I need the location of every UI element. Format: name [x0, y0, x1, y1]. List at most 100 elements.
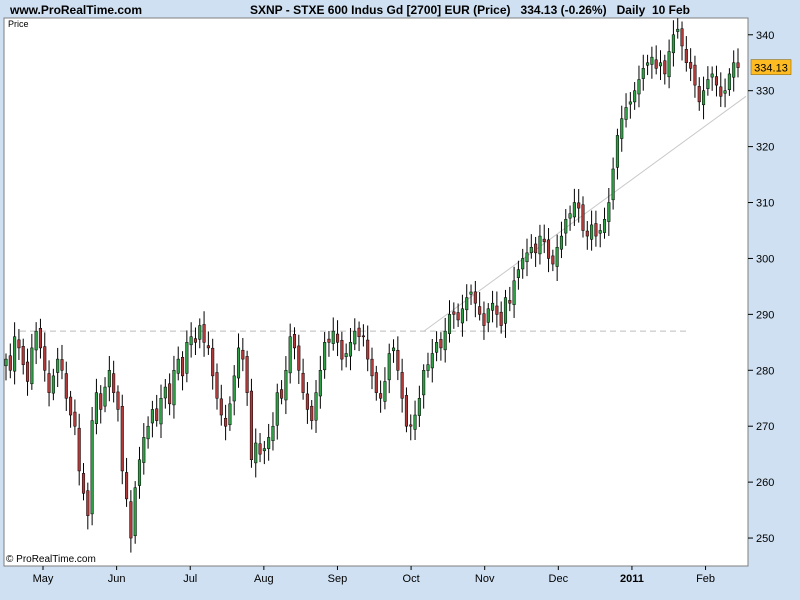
candle-body: [607, 202, 611, 222]
y-tick-label: 270: [756, 421, 774, 433]
candle-body: [267, 437, 271, 449]
candle-body: [228, 403, 232, 426]
candle-body: [99, 393, 103, 410]
candle-body: [516, 269, 520, 278]
candle-body: [641, 68, 645, 79]
candle-body: [508, 300, 512, 304]
candle-body: [374, 372, 378, 393]
candle-body: [430, 353, 434, 369]
candle-body: [719, 86, 723, 97]
candle-body: [193, 338, 198, 343]
candle-body: [73, 411, 77, 427]
candle-body: [400, 372, 404, 399]
x-tick-label: Feb: [696, 573, 715, 585]
panel-label: Price: [8, 19, 29, 29]
candle-body: [125, 472, 129, 500]
y-tick-label: 290: [756, 309, 774, 321]
candle-body: [133, 487, 137, 537]
candle-body: [452, 311, 456, 315]
site-url: www.ProRealTime.com: [10, 3, 143, 17]
candle-body: [366, 339, 370, 360]
candle-body: [572, 202, 576, 218]
candle-body: [426, 364, 430, 371]
candle-body: [413, 414, 417, 430]
trendline: [423, 95, 747, 332]
y-tick-label: 340: [756, 30, 774, 42]
candle-body: [163, 386, 167, 399]
candle-body: [538, 235, 542, 255]
candle-body: [340, 340, 344, 360]
candle-body: [594, 223, 598, 237]
candle-body: [525, 252, 529, 263]
x-tick-label: Jun: [108, 573, 126, 585]
candle-body: [478, 306, 482, 315]
x-tick-label: Sep: [328, 573, 348, 585]
candle-body: [486, 308, 490, 323]
candle-body: [417, 397, 421, 416]
candle-body: [262, 448, 266, 452]
candle-body: [534, 243, 538, 254]
candle-body: [64, 373, 68, 399]
candle-body: [81, 473, 86, 494]
candle-body: [577, 202, 581, 209]
candle-body: [150, 409, 154, 424]
candle-body: [602, 219, 607, 233]
candle-body: [116, 391, 120, 410]
candle-body: [379, 393, 383, 399]
last-change: 334.13 (-0.26%): [520, 3, 607, 17]
candle-body: [637, 79, 641, 95]
candle-body: [90, 420, 94, 515]
candle-body: [624, 107, 628, 120]
candle-body: [77, 427, 81, 472]
candle-body: [137, 459, 142, 486]
candle-body: [198, 325, 202, 340]
candle-body: [689, 62, 693, 69]
candle-body: [542, 238, 546, 242]
candle-body: [13, 336, 17, 372]
x-tick-label: 2011: [620, 573, 644, 585]
candle-body: [564, 219, 568, 234]
candle-body: [305, 393, 309, 410]
candle-body: [435, 342, 439, 353]
candle-body: [620, 118, 624, 139]
candle-body: [361, 335, 365, 338]
candle-body: [495, 305, 499, 315]
x-tick-label: Dec: [549, 573, 569, 585]
candle-body: [650, 56, 654, 65]
candle-body: [245, 356, 249, 393]
candle-body: [292, 334, 297, 349]
candle-body: [555, 247, 559, 267]
y-tick-label: 260: [756, 477, 774, 489]
candle-body: [559, 235, 564, 250]
candle-body: [357, 327, 361, 337]
candle-body: [314, 392, 318, 421]
y-tick-label: 330: [756, 86, 774, 98]
period-label: Daily 10 Feb: [616, 3, 690, 17]
candle-body: [94, 392, 98, 424]
candle-body: [107, 370, 111, 388]
instrument-name: SXNP - STXE 600 Indus Gd [2700] EUR (Pri…: [250, 3, 511, 17]
candle-body: [310, 405, 314, 421]
candle-body: [447, 314, 452, 334]
candle-body: [473, 291, 477, 304]
candle-body: [732, 62, 736, 78]
candle-body: [667, 51, 671, 78]
candle-body: [301, 372, 305, 393]
candle-body: [409, 424, 413, 427]
plot-area: [3, 17, 749, 567]
candle-body: [112, 373, 116, 393]
candle-body: [628, 101, 632, 105]
last-price-tag-box: [750, 59, 792, 75]
candle-body: [663, 60, 667, 75]
candle-body: [736, 62, 740, 68]
candle-body: [353, 330, 357, 345]
candle-body: [224, 417, 228, 427]
candle-body: [211, 347, 215, 377]
candle-body: [236, 347, 241, 379]
candle-body: [172, 370, 176, 406]
candle-body: [568, 213, 572, 219]
candle-body: [693, 64, 697, 86]
candle-body: [25, 361, 30, 382]
candle-body: [331, 330, 335, 344]
